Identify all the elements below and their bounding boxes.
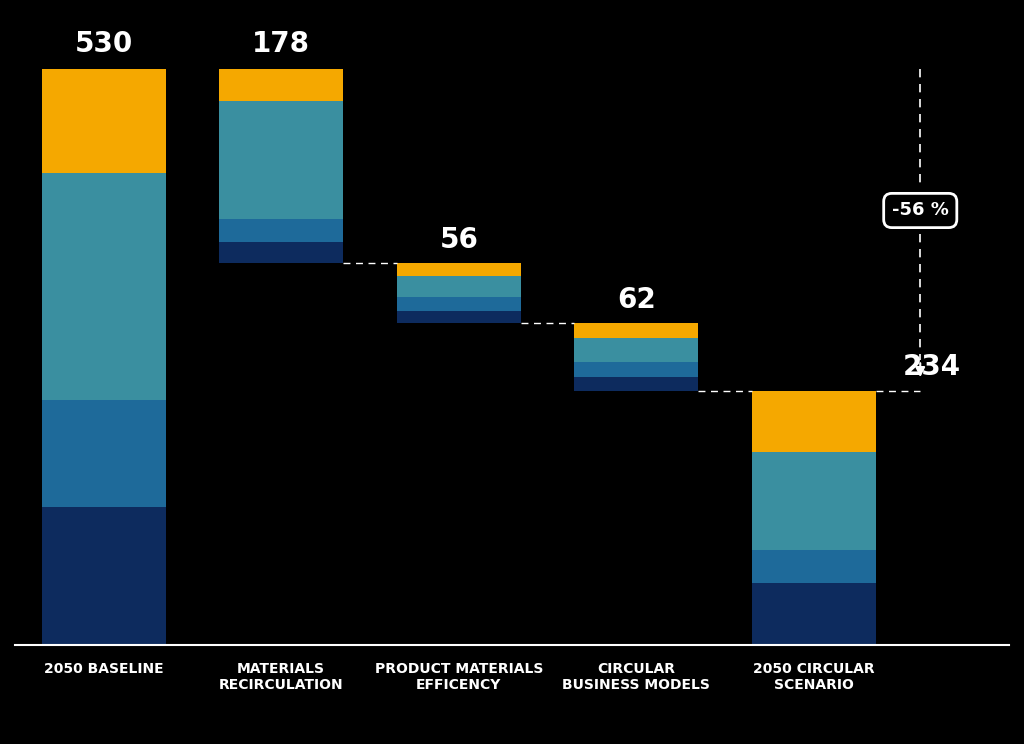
Bar (42, 507, 166, 645)
Bar (42, 400, 166, 507)
Bar (396, 263, 521, 276)
Text: 178: 178 (252, 31, 310, 59)
Bar (752, 550, 876, 583)
Bar (396, 311, 521, 324)
Bar (574, 376, 698, 391)
Bar (752, 452, 876, 550)
Bar (574, 362, 698, 376)
Bar (396, 276, 521, 298)
Bar (42, 69, 166, 173)
Text: 530: 530 (75, 31, 133, 59)
Bar (574, 324, 698, 339)
Text: -56 %: -56 % (892, 202, 948, 219)
Text: 234: 234 (902, 353, 961, 381)
Bar (219, 101, 343, 219)
Bar (42, 173, 166, 400)
Bar (574, 339, 698, 362)
Bar (396, 298, 521, 311)
Text: 56: 56 (439, 226, 478, 254)
Bar (219, 69, 343, 101)
Bar (752, 391, 876, 452)
Bar (752, 583, 876, 645)
Bar (219, 219, 343, 243)
Bar (219, 243, 343, 263)
Text: 62: 62 (616, 286, 655, 314)
